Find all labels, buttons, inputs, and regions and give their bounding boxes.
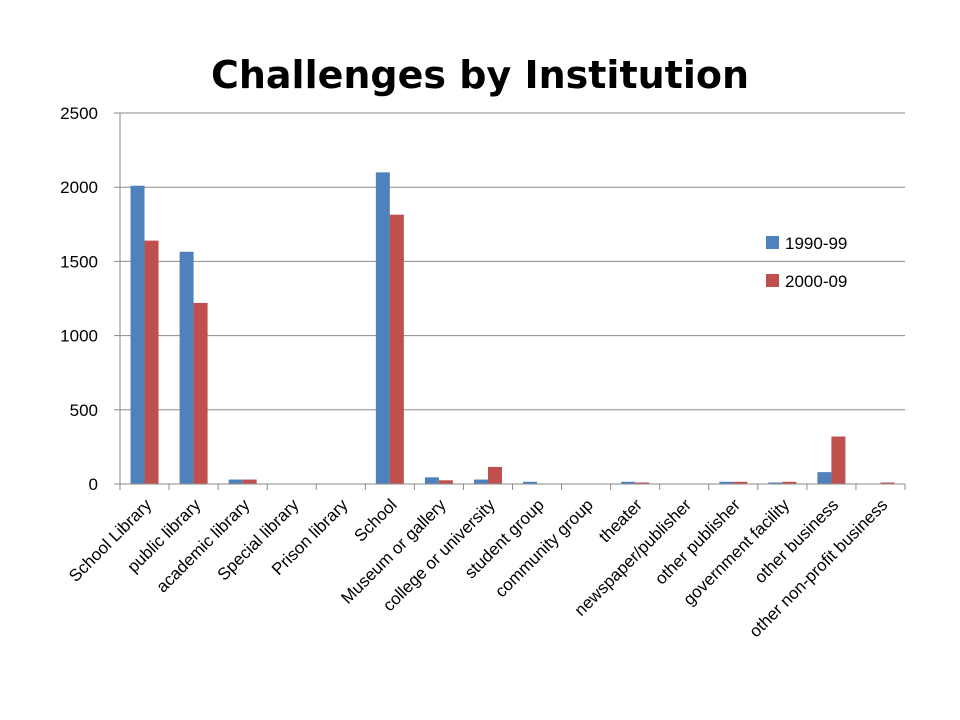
y-tick-label: 2500 [60, 104, 98, 123]
x-category-label: other business [751, 495, 843, 587]
bar-2000-09-6 [438, 480, 453, 484]
legend: 1990-99 2000-09 [766, 234, 847, 291]
x-category-label: other publisher [651, 495, 744, 588]
bar-1990-99-1 [179, 251, 194, 484]
legend-label: 2000-09 [785, 272, 847, 291]
bar-1990-99-7 [473, 479, 488, 484]
bar-2000-09-14 [831, 436, 846, 484]
bar-2000-09-7 [487, 466, 502, 484]
bar-2000-09-10 [635, 482, 650, 484]
bar-2000-09-0 [144, 240, 159, 484]
gridlines [120, 112, 905, 411]
bar-1990-99-0 [130, 185, 145, 484]
bar-2000-09-12 [733, 481, 748, 484]
y-tick-label: 2000 [60, 178, 98, 197]
axes [119, 113, 906, 490]
bar-2000-09-13 [782, 481, 797, 484]
bars [130, 172, 895, 485]
bar-2000-09-2 [242, 479, 257, 484]
bar-1990-99-2 [228, 479, 243, 484]
y-tick-label: 1500 [60, 252, 98, 271]
y-tick-label: 500 [70, 401, 98, 420]
bar-2000-09-5 [389, 214, 404, 485]
bar-1990-99-13 [768, 482, 783, 484]
y-tick-label: 1000 [60, 327, 98, 346]
x-category-label: School Library [65, 495, 156, 586]
bar-2000-09-15 [880, 482, 895, 484]
legend-label: 1990-99 [785, 234, 847, 253]
y-axis-ticks: 0 500 1000 1500 2000 2500 [60, 104, 120, 494]
bar-1990-99-10 [621, 481, 636, 484]
legend-swatch [766, 274, 779, 287]
legend-swatch [766, 236, 779, 249]
bar-1990-99-14 [817, 472, 832, 484]
bar-2000-09-1 [193, 302, 208, 484]
bar-1990-99-12 [719, 481, 734, 484]
bar-1990-99-5 [375, 172, 390, 485]
chart-title: Challenges by Institution [211, 53, 749, 97]
y-tick-label: 0 [89, 475, 98, 494]
bar-1990-99-8 [523, 481, 538, 484]
bar-1990-99-6 [424, 477, 439, 484]
